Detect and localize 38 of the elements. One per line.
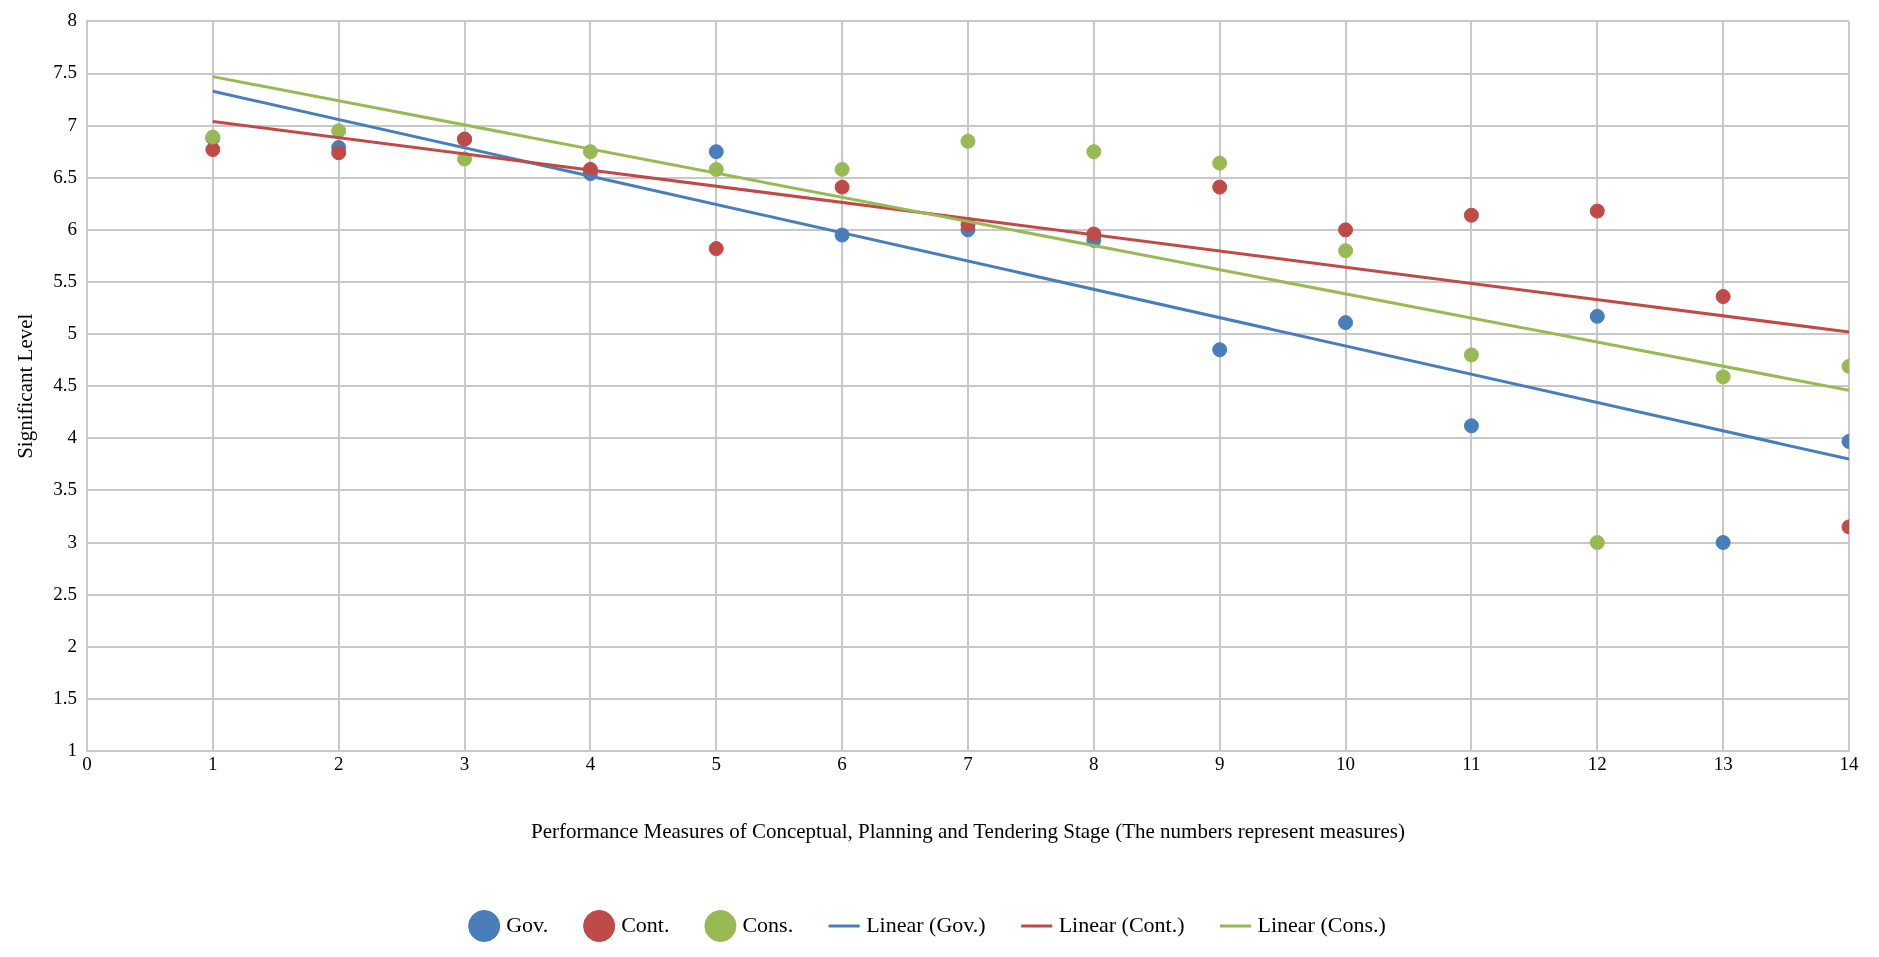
legend-label: Cont.	[621, 911, 670, 937]
y-tick-label: 2	[67, 634, 77, 656]
x-axis-title: Performance Measures of Conceptual, Planning and Tendering Stage (The numbers represent measures)	[530, 818, 1405, 843]
y-tick-label: 3	[67, 530, 77, 552]
y-tick-label: 4	[67, 426, 78, 448]
y-tick-label: 3.5	[53, 478, 77, 500]
x-tick-label: 11	[1462, 753, 1481, 775]
legend-label: Linear (Cont.)	[1058, 911, 1185, 937]
y-tick-label: 4.5	[53, 374, 77, 396]
x-tick-label: 8	[1089, 753, 1099, 775]
x-tick-label: 1	[208, 753, 218, 775]
x-tick-label: 13	[1713, 753, 1733, 775]
x-tick-label: 2	[333, 753, 344, 775]
y-tick-label: 5.5	[53, 269, 77, 291]
y-tick-label: 1	[67, 738, 77, 760]
x-tick-label: 6	[837, 753, 847, 775]
x-tick-label: 14	[1839, 753, 1859, 775]
y-tick-label: 5	[67, 322, 77, 344]
y-tick-label: 7	[67, 113, 77, 135]
y-tick-label: 2.5	[53, 582, 77, 604]
legend-label: Cons.	[742, 911, 794, 937]
x-tick-label: 4	[585, 753, 596, 775]
y-axis-title: Significant Level	[13, 313, 38, 459]
legend-label: Linear (Cons.)	[1257, 911, 1386, 937]
x-tick-label: 5	[711, 753, 721, 775]
x-tick-label: 0	[82, 753, 92, 775]
x-tick-label: 12	[1587, 753, 1607, 775]
legend-label: Gov.	[506, 911, 549, 937]
y-tick-label: 6	[67, 217, 77, 239]
legend-label: Linear (Gov.)	[866, 911, 986, 937]
x-tick-label: 10	[1336, 753, 1356, 775]
x-tick-label: 7	[963, 753, 973, 775]
y-tick-label: 6.5	[53, 165, 77, 187]
x-tick-label: 9	[1214, 753, 1225, 775]
y-tick-label: 7.5	[53, 61, 77, 83]
y-tick-label: 8	[67, 9, 77, 31]
x-tick-label: 3	[459, 753, 470, 775]
y-tick-label: 1.5	[53, 686, 77, 708]
